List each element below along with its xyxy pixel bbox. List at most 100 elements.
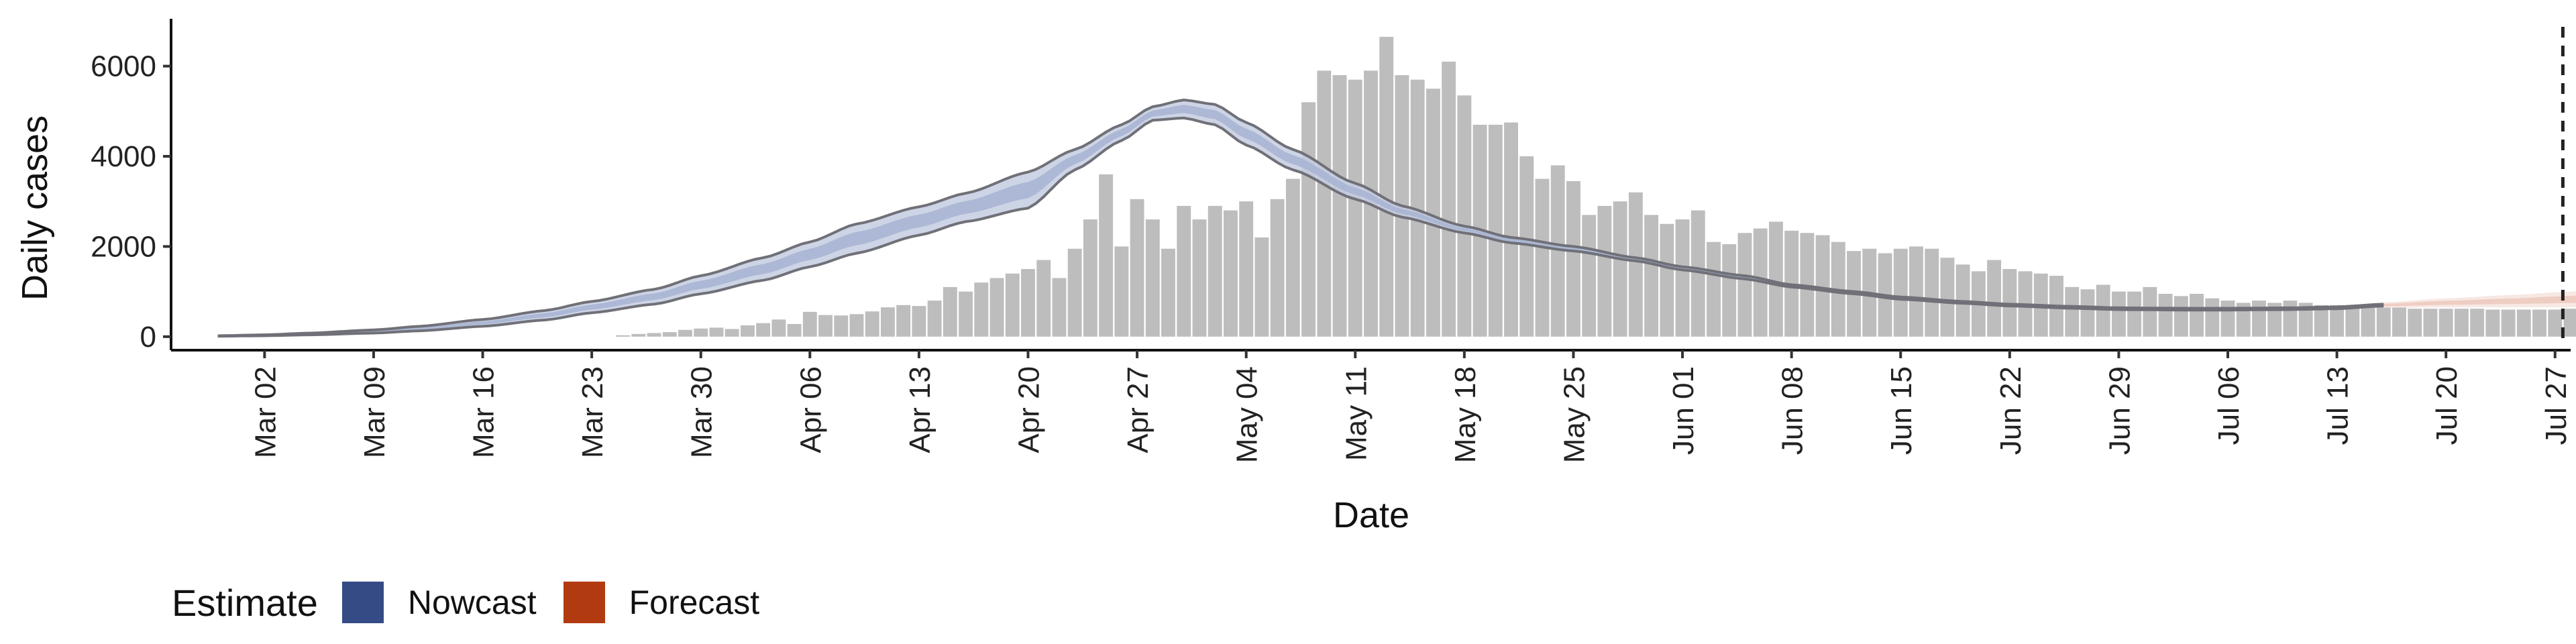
bar: [1987, 260, 2002, 337]
bar: [1021, 269, 1035, 337]
bar: [1067, 248, 1082, 337]
bar: [1800, 233, 1815, 337]
bar: [849, 314, 864, 337]
bar: [2190, 293, 2204, 337]
bar: [2532, 309, 2546, 337]
bar: [2143, 286, 2157, 337]
bar: [1099, 174, 1114, 337]
bar: [2314, 305, 2328, 337]
bar: [1285, 178, 1300, 337]
bar: [1566, 180, 1580, 337]
x-tick-label: May 04: [1231, 366, 1264, 463]
bar: [1613, 201, 1627, 337]
bar: [662, 332, 677, 337]
bar: [631, 333, 646, 337]
nowcast-band-outer: [217, 100, 2384, 337]
bar: [1457, 95, 1472, 337]
bar: [1301, 102, 1316, 337]
bar: [724, 329, 739, 337]
x-tick-label: Jul 20: [2430, 366, 2463, 445]
bar: [1519, 156, 1534, 337]
axes-group: [170, 19, 2571, 352]
bar: [1083, 219, 1097, 337]
bar: [2345, 305, 2360, 337]
x-tick-label: Jul 27: [2540, 366, 2573, 445]
bar: [974, 282, 989, 337]
bar: [896, 305, 911, 337]
bar: [1768, 221, 1783, 337]
bar: [1426, 89, 1440, 337]
bar: [2392, 307, 2406, 337]
bar: [756, 323, 771, 337]
bar: [2485, 309, 2500, 337]
bar: [818, 315, 833, 337]
bar: [2438, 309, 2453, 337]
bar: [1442, 61, 1456, 337]
bar: [1815, 235, 1830, 337]
bar: [1909, 246, 1923, 337]
bar: [787, 324, 802, 337]
y-axis-title: Daily cases: [15, 115, 55, 301]
bar: [959, 291, 973, 337]
bar: [1177, 205, 1191, 337]
bar: [2423, 309, 2438, 337]
x-tick-label: Jul 06: [2212, 366, 2245, 445]
bar: [2127, 291, 2142, 337]
x-tick-label: May 25: [1558, 366, 1591, 463]
x-tick-label: Mar 30: [686, 366, 718, 458]
x-tick-label: Mar 16: [468, 366, 500, 458]
bar: [2158, 293, 2173, 337]
x-ticks: Mar 02 Mar 09 Mar 16 Mar 23 Mar 30 Apr 06 Apr …: [249, 350, 2573, 463]
bar: [1005, 273, 1020, 337]
bar: [1114, 246, 1129, 337]
forecast-band-inner: [2383, 295, 2576, 307]
bands-group: [217, 100, 2576, 337]
x-tick-label: Apr 27: [1122, 366, 1155, 453]
bar: [2283, 301, 2298, 337]
bar: [647, 333, 661, 337]
bar: [2501, 309, 2516, 337]
bar: [927, 301, 942, 337]
bar: [2096, 284, 2110, 337]
x-tick-label: Apr 06: [794, 366, 827, 453]
bar: [834, 315, 849, 337]
bar: [1940, 258, 1955, 337]
bar: [2330, 305, 2345, 337]
bar: [1348, 79, 1362, 337]
bar: [865, 311, 879, 337]
bar: [912, 306, 926, 337]
bar: [1052, 278, 1067, 337]
bar: [2267, 303, 2282, 337]
bar: [2516, 309, 2531, 337]
bar: [1644, 215, 1659, 337]
bar: [1707, 241, 1721, 337]
bar: [881, 307, 895, 337]
bar: [771, 319, 786, 337]
bar: [2220, 301, 2235, 337]
lines-group: [217, 98, 2384, 338]
bar: [694, 328, 708, 337]
bar: [1270, 199, 1285, 337]
bar: [678, 329, 692, 337]
bar: [2454, 309, 2469, 337]
bar: [1130, 199, 1144, 337]
bar: [1145, 219, 1160, 337]
x-tick-label: Apr 20: [1013, 366, 1046, 453]
bar: [1317, 70, 1332, 337]
bar: [1550, 165, 1565, 337]
bar: [1925, 248, 1939, 337]
bar: [802, 311, 817, 337]
bar: [2563, 309, 2576, 337]
bar: [1690, 210, 1705, 337]
bar: [1208, 205, 1222, 337]
bar: [2298, 303, 2313, 337]
bar: [1675, 219, 1690, 337]
x-tick-label: Apr 13: [904, 366, 936, 453]
bar: [2408, 309, 2422, 337]
x-tick-label: Jun 08: [1776, 366, 1809, 455]
bar: [1239, 201, 1254, 337]
x-tick-label: Jun 22: [1994, 366, 2027, 455]
bar: [740, 325, 755, 337]
bar: [1737, 233, 1752, 337]
